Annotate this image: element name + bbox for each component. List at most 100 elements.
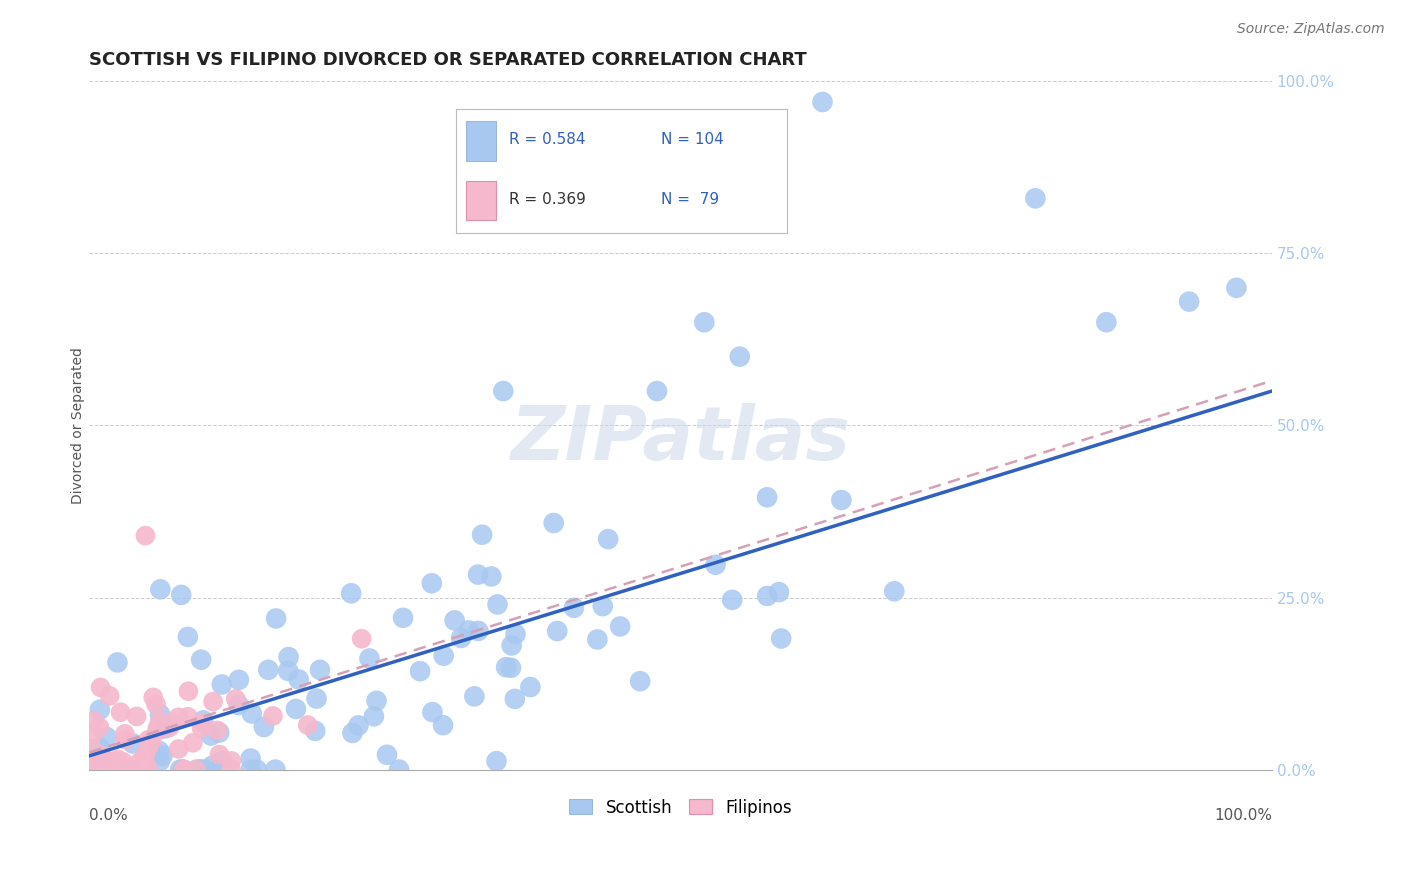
Point <box>359 651 381 665</box>
Point <box>79 757 101 772</box>
Point <box>211 677 233 691</box>
Point <box>138 739 160 754</box>
Point <box>240 706 263 721</box>
Point <box>149 582 172 597</box>
Point <box>471 527 494 541</box>
Point <box>519 680 541 694</box>
Point <box>128 755 150 769</box>
Point <box>193 714 215 728</box>
Point <box>142 690 165 705</box>
Point <box>366 694 388 708</box>
Point <box>86 763 108 777</box>
Point <box>211 754 233 768</box>
Point <box>148 721 170 735</box>
Point <box>495 660 517 674</box>
Point <box>89 763 111 777</box>
Point <box>433 648 456 663</box>
Point <box>181 736 204 750</box>
Point <box>188 763 211 777</box>
Point <box>101 763 124 777</box>
Point <box>136 759 159 773</box>
Point <box>628 674 651 689</box>
Point <box>125 763 148 777</box>
Point <box>202 694 225 708</box>
Point <box>184 763 207 777</box>
Point <box>152 748 174 763</box>
Point <box>89 763 111 777</box>
Point <box>89 741 111 756</box>
Point <box>127 763 149 777</box>
Point <box>392 611 415 625</box>
Point <box>110 705 132 719</box>
Point <box>89 720 111 734</box>
Point <box>125 709 148 723</box>
Point <box>499 661 522 675</box>
Point <box>120 763 142 777</box>
Point <box>114 763 136 777</box>
Point <box>103 754 125 768</box>
Point <box>208 747 231 762</box>
Point <box>114 727 136 741</box>
Point <box>146 724 169 739</box>
Point <box>1178 294 1201 309</box>
Point <box>264 763 287 777</box>
Point <box>149 707 172 722</box>
Point <box>284 702 307 716</box>
Point <box>598 532 620 546</box>
Point <box>112 755 135 769</box>
Point <box>219 763 242 777</box>
Point <box>107 763 129 777</box>
Point <box>87 763 110 777</box>
Point <box>645 384 668 398</box>
Point <box>457 624 479 638</box>
Point <box>811 95 834 109</box>
Point <box>89 755 111 769</box>
Point <box>190 721 212 735</box>
Point <box>114 732 136 747</box>
Point <box>107 656 129 670</box>
Text: Source: ZipAtlas.com: Source: ZipAtlas.com <box>1237 22 1385 37</box>
Point <box>94 763 117 777</box>
Point <box>422 705 444 719</box>
Point <box>83 763 105 777</box>
Point <box>145 698 167 712</box>
Point <box>148 744 170 758</box>
Y-axis label: Divorced or Separated: Divorced or Separated <box>72 347 86 504</box>
Point <box>82 763 104 777</box>
Point <box>375 747 398 762</box>
Point <box>486 598 509 612</box>
Point <box>172 763 194 777</box>
Text: 100.0%: 100.0% <box>1213 808 1272 823</box>
Text: 0.0%: 0.0% <box>90 808 128 823</box>
Point <box>228 673 250 687</box>
Point <box>159 720 181 734</box>
Point <box>173 763 195 777</box>
Point <box>239 763 262 777</box>
Point <box>467 567 489 582</box>
Point <box>257 663 280 677</box>
Point <box>492 384 515 398</box>
Point <box>188 763 211 777</box>
Point <box>704 558 727 572</box>
Point <box>277 650 299 665</box>
Point <box>200 729 222 743</box>
Point <box>1225 281 1247 295</box>
Point <box>304 723 326 738</box>
Point <box>90 748 112 763</box>
Point <box>305 691 328 706</box>
Point <box>172 763 194 777</box>
Point <box>262 709 284 723</box>
Point <box>93 750 115 764</box>
Point <box>83 714 105 728</box>
Point <box>768 585 790 599</box>
Point <box>122 736 145 750</box>
Point <box>543 516 565 530</box>
Point <box>90 681 112 695</box>
Point <box>756 491 779 505</box>
Point <box>191 716 214 731</box>
Point <box>253 720 276 734</box>
Point <box>84 763 107 777</box>
Point <box>167 742 190 756</box>
Point <box>82 742 104 756</box>
Point <box>309 663 332 677</box>
